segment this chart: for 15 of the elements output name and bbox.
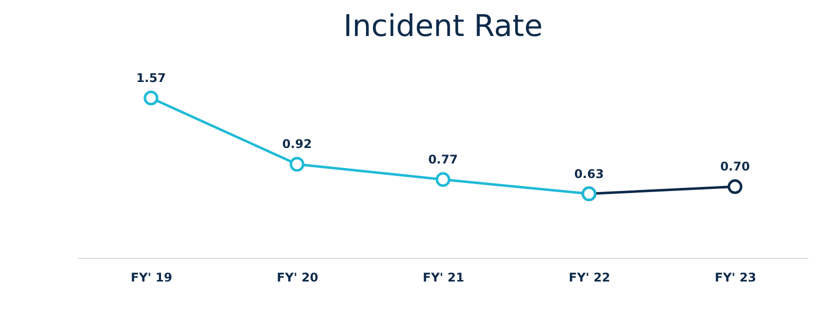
point — [290, 156, 304, 172]
x-tick-label: FY' 23 — [714, 270, 756, 284]
data-label: 1.57 — [136, 71, 166, 85]
point — [436, 172, 450, 187]
data-label: 0.77 — [428, 152, 458, 167]
x-tick-label: FY' 19 — [130, 270, 172, 284]
data-label: 0.70 — [720, 160, 750, 174]
point — [144, 90, 158, 106]
x-tick-label: FY' 22 — [568, 270, 610, 284]
data-label: 0.92 — [282, 137, 312, 152]
data-label: 0.63 — [574, 166, 604, 181]
point — [728, 179, 742, 194]
x-tick-label: FY' 21 — [422, 270, 464, 284]
x-tick-label: FY' 20 — [276, 270, 318, 284]
chart-title: Incident Rate — [343, 9, 543, 44]
